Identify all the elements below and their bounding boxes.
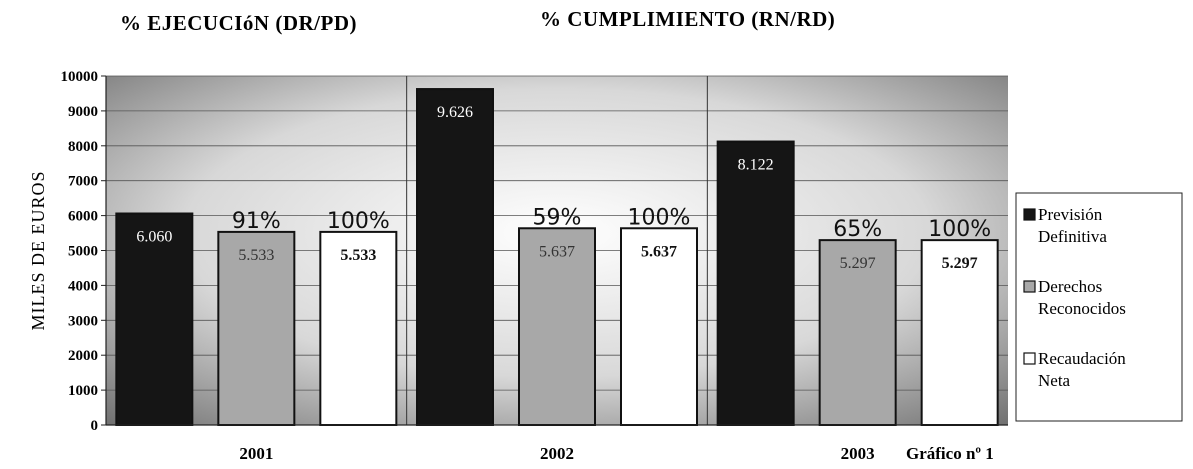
- bar-derechos-2003: [818, 239, 897, 426]
- y-tick-label: 2000: [68, 348, 98, 364]
- y-tick-label: 10000: [61, 69, 99, 85]
- data-label: 5.297: [840, 255, 876, 272]
- y-tick-label: 4000: [68, 278, 98, 294]
- data-label: 5.297: [942, 255, 978, 272]
- legend: Previsión Definitiva Derechos Reconocidos Re…: [1015, 192, 1183, 422]
- y-tick-label: 5000: [68, 244, 98, 260]
- y-tick-label: 1000: [68, 383, 98, 399]
- data-label: 5.533: [238, 247, 274, 264]
- y-tick-label: 0: [91, 418, 99, 434]
- legend-label: Recaudación: [1038, 349, 1126, 368]
- x-axis-categories: 2001 2002 2003: [239, 444, 874, 463]
- percentage-annotation: 100%: [628, 205, 691, 230]
- legend-box: [1015, 192, 1183, 422]
- bar-recaudacion-2003: [920, 239, 999, 426]
- y-tick-label: 7000: [68, 174, 98, 190]
- data-label: 8.122: [738, 157, 774, 174]
- bar-recaudacion-2001: [319, 230, 398, 426]
- x-category-label: 2001: [239, 444, 273, 463]
- y-axis-ticks: 0 1000 2000 3000 4000 5000 6000 7000 8000 9000 100…: [61, 69, 106, 434]
- header-ejecucion: % EJECUCIóN (DR/PD): [120, 11, 357, 35]
- percentage-annotations: 91% 100% 59% 100% 65% 100%: [232, 205, 991, 242]
- legend-swatch: [1023, 352, 1036, 365]
- legend-label: Reconocidos: [1038, 299, 1126, 318]
- bars: [115, 88, 999, 426]
- y-tick-label: 6000: [68, 209, 98, 225]
- y-tick-label: 3000: [68, 313, 98, 329]
- figure-note: Gráfico nº 1: [906, 444, 994, 463]
- percentage-annotation: 100%: [327, 209, 390, 234]
- data-label: 5.637: [539, 243, 575, 260]
- y-tick-label: 9000: [68, 104, 98, 120]
- legend-label: Previsión: [1038, 205, 1103, 224]
- data-labels: 6.060 5.533 5.533 9.626 5.637 5.637 8.122 5.297…: [136, 104, 977, 272]
- percentage-annotation: 65%: [833, 217, 882, 242]
- y-tick-label: 8000: [68, 139, 98, 155]
- percentage-annotation: 59%: [533, 205, 582, 230]
- data-label: 9.626: [437, 104, 473, 121]
- y-axis-label: MILES DE EUROS: [28, 170, 48, 330]
- category-dividers: [406, 76, 708, 425]
- x-category-label: 2002: [540, 444, 574, 463]
- data-label: 6.060: [136, 229, 172, 246]
- legend-label: Derechos: [1038, 277, 1102, 296]
- legend-label: Neta: [1038, 371, 1071, 390]
- bar-prevision-2003: [716, 140, 795, 426]
- legend-swatch: [1023, 208, 1036, 221]
- bar-prevision-2002: [416, 88, 494, 426]
- x-category-label: 2003: [841, 444, 875, 463]
- percentage-annotation: 91%: [232, 209, 281, 234]
- data-label: 5.533: [340, 247, 376, 264]
- percentage-annotation: 100%: [928, 217, 991, 242]
- legend-label: Definitiva: [1038, 227, 1107, 246]
- legend-swatch: [1023, 280, 1036, 293]
- bar-derechos-2001: [217, 230, 296, 426]
- bar-prevision-2001: [115, 212, 194, 426]
- header-cumplimiento: % CUMPLIMIENTO (RN/RD): [540, 7, 835, 31]
- data-label: 5.637: [641, 243, 677, 260]
